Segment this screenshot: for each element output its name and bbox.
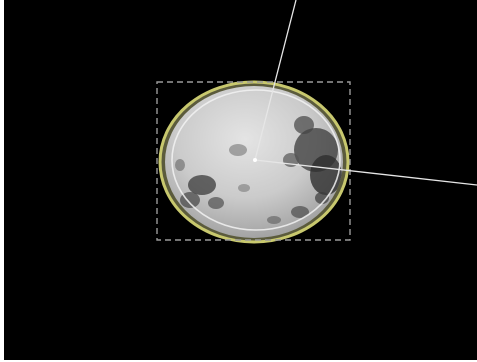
overlay-line-right (254, 159, 477, 186)
selection-box[interactable] (156, 81, 351, 241)
specimen-texture (175, 116, 342, 224)
image-viewport (4, 0, 477, 360)
specimen-scene (156, 0, 477, 244)
overlay-line-up (254, 0, 297, 161)
center-marker (253, 158, 257, 162)
specimen-inner-ring (171, 89, 341, 231)
